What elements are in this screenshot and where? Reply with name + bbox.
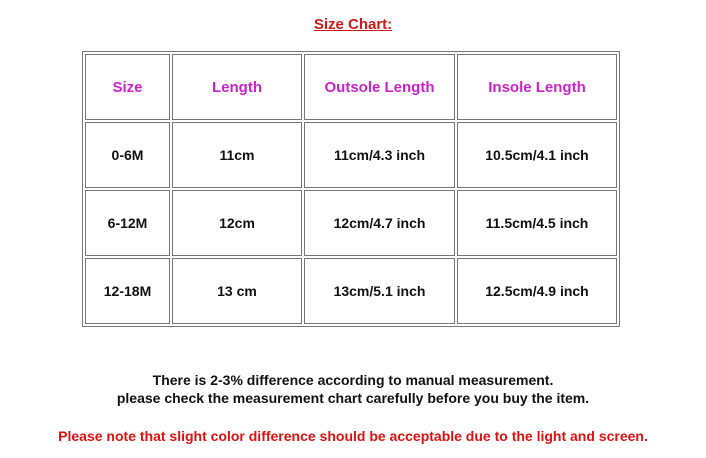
table-row: 12-18M 13 cm 13cm/5.1 inch 12.5cm/4.9 in… xyxy=(85,258,617,324)
table-cell: 12.5cm/4.9 inch xyxy=(457,258,617,324)
table-cell: 11cm/4.3 inch xyxy=(304,122,455,188)
header-cell: Size xyxy=(85,54,170,120)
table-cell: 13 cm xyxy=(172,258,302,324)
table-cell: 6-12M xyxy=(85,190,170,256)
table-row: 6-12M 12cm 12cm/4.7 inch 11.5cm/4.5 inch xyxy=(85,190,617,256)
table-header-row: Size Length Outsole Length Insole Length xyxy=(85,54,617,120)
table-row: 0-6M 11cm 11cm/4.3 inch 10.5cm/4.1 inch xyxy=(85,122,617,188)
table-cell: 11.5cm/4.5 inch xyxy=(457,190,617,256)
header-cell: Insole Length xyxy=(457,54,617,120)
table-cell: 12cm xyxy=(172,190,302,256)
table-cell: 12cm/4.7 inch xyxy=(304,190,455,256)
table-cell: 13cm/5.1 inch xyxy=(304,258,455,324)
table-cell: 12-18M xyxy=(85,258,170,324)
measurement-note: There is 2-3% difference according to ma… xyxy=(152,372,554,388)
size-table: Size Length Outsole Length Insole Length… xyxy=(82,51,620,327)
table-cell: 10.5cm/4.1 inch xyxy=(457,122,617,188)
header-cell: Outsole Length xyxy=(304,54,455,120)
table-cell: 0-6M xyxy=(85,122,170,188)
size-chart-title: Size Chart: xyxy=(313,16,393,33)
table-cell: 11cm xyxy=(172,122,302,188)
header-cell: Length xyxy=(172,54,302,120)
color-difference-note: Please note that slight color difference… xyxy=(58,428,648,444)
measurement-note: please check the measurement chart caref… xyxy=(116,390,590,406)
